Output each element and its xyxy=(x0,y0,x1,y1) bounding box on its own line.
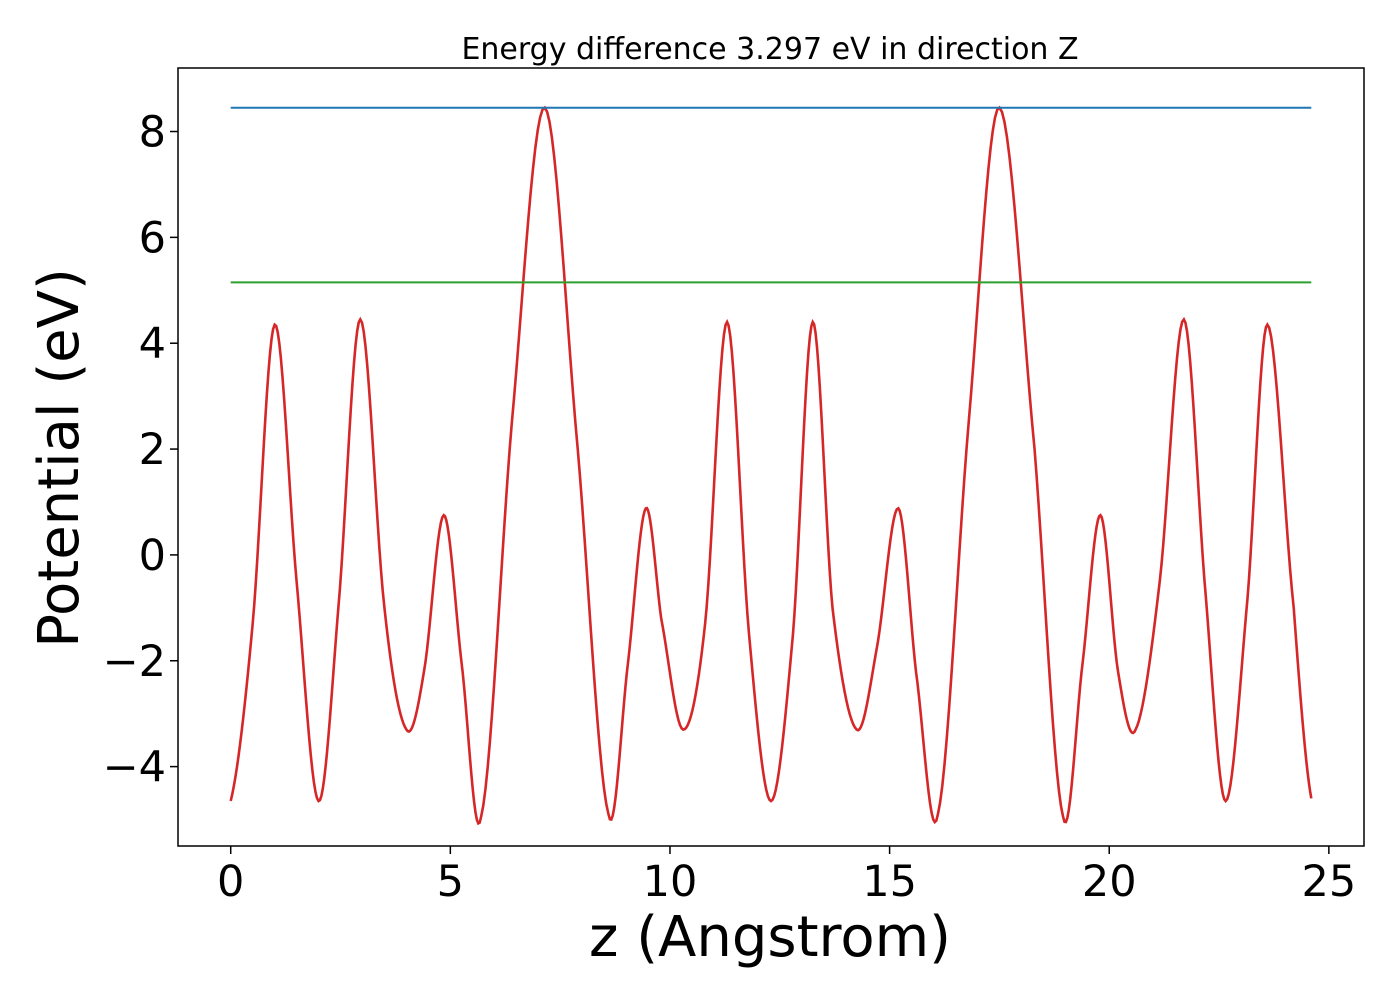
x-tick-label: 25 xyxy=(1301,857,1356,907)
y-axis-label: Potential (eV) xyxy=(27,268,92,648)
y-axis: −4 −2 0 2 4 6 8 xyxy=(103,108,178,793)
chart-title: Energy difference 3.297 eV in direction … xyxy=(461,32,1078,67)
y-tick-label: 0 xyxy=(139,531,166,581)
plot-frame xyxy=(177,67,1365,847)
x-tick-label: 10 xyxy=(643,857,698,907)
y-tick-label: 8 xyxy=(139,108,166,158)
x-tick-label: 0 xyxy=(217,857,244,907)
x-axis-label: z (Angstrom) xyxy=(589,905,951,970)
y-tick-label: 2 xyxy=(139,425,166,475)
x-tick-label: 15 xyxy=(862,857,917,907)
y-tick-label: −4 xyxy=(103,743,166,793)
plot-area xyxy=(229,105,1313,826)
x-axis: 0 5 10 15 20 25 xyxy=(217,846,1356,907)
x-tick-label: 20 xyxy=(1082,857,1137,907)
y-tick-label: 6 xyxy=(139,213,166,263)
y-tick-label: −2 xyxy=(103,637,166,687)
x-tick-label: 5 xyxy=(437,857,464,907)
series-line-1 xyxy=(229,105,1313,826)
y-tick-label: 4 xyxy=(139,319,166,369)
